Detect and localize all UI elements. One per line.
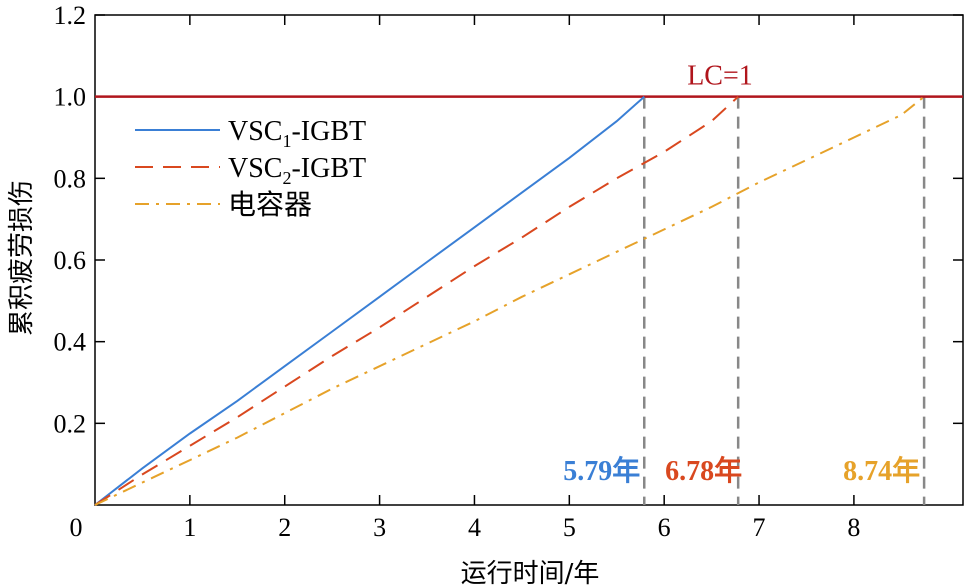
annotation-labels: 5.79年 6.78年 8.74年 [563,454,920,487]
legend-label-subscript: 1 [282,131,291,151]
series-line-1 [94,95,645,506]
legend-label: 电容器 [228,188,312,221]
legend-label-subscript: 2 [282,168,291,188]
x-tick-label: 1 [183,513,196,542]
annotation-label: 5.79年 [563,454,640,487]
x-tick-label: 4 [468,513,481,542]
y-tick-label: 0.4 [54,328,87,357]
x-axis-title: 运行时间/年 [461,559,600,588]
y-tick-label: 0.2 [54,409,87,438]
series-line-3 [94,95,925,506]
reference-line-label: LC=1 [687,61,753,92]
legend-label-main: VSC [228,116,282,147]
x-tick-label: 8 [847,513,860,542]
series-group [94,95,925,506]
legend-label: VSC2-IGBT [228,153,366,188]
reference-line-group: LC=1 [95,61,963,98]
plot-area-frame [94,14,964,506]
legend-label-tail: -IGBT [291,153,366,184]
annotation-label: 8.74年 [843,454,920,487]
annotation-label: 6.78年 [665,454,742,487]
y-tick-label: 0.6 [54,246,87,275]
x-tick-label: 5 [563,513,576,542]
y-tick-label: 0.8 [54,164,87,193]
axis-ticks: 0 1 2 3 4 5 6 7 8 0.2 0.4 0.6 0.8 1.0 1.2 [54,1,963,542]
x-tick-label: 6 [658,513,671,542]
legend-label: VSC1-IGBT [228,116,366,151]
y-axis-title: 累积疲劳损伤 [7,180,37,336]
x-origin-label: 0 [70,513,83,542]
x-tick-label: 7 [753,513,766,542]
x-tick-label: 3 [373,513,386,542]
y-tick-label: 1.0 [54,83,87,112]
legend-label-tail: -IGBT [291,116,366,147]
annotation-lines [643,96,926,505]
y-tick-label: 1.2 [54,1,87,30]
legend-label-main: VSC [228,153,282,184]
series-line-2 [94,95,739,506]
legend-label-main: 电容器 [228,188,312,221]
x-tick-label: 2 [278,513,291,542]
